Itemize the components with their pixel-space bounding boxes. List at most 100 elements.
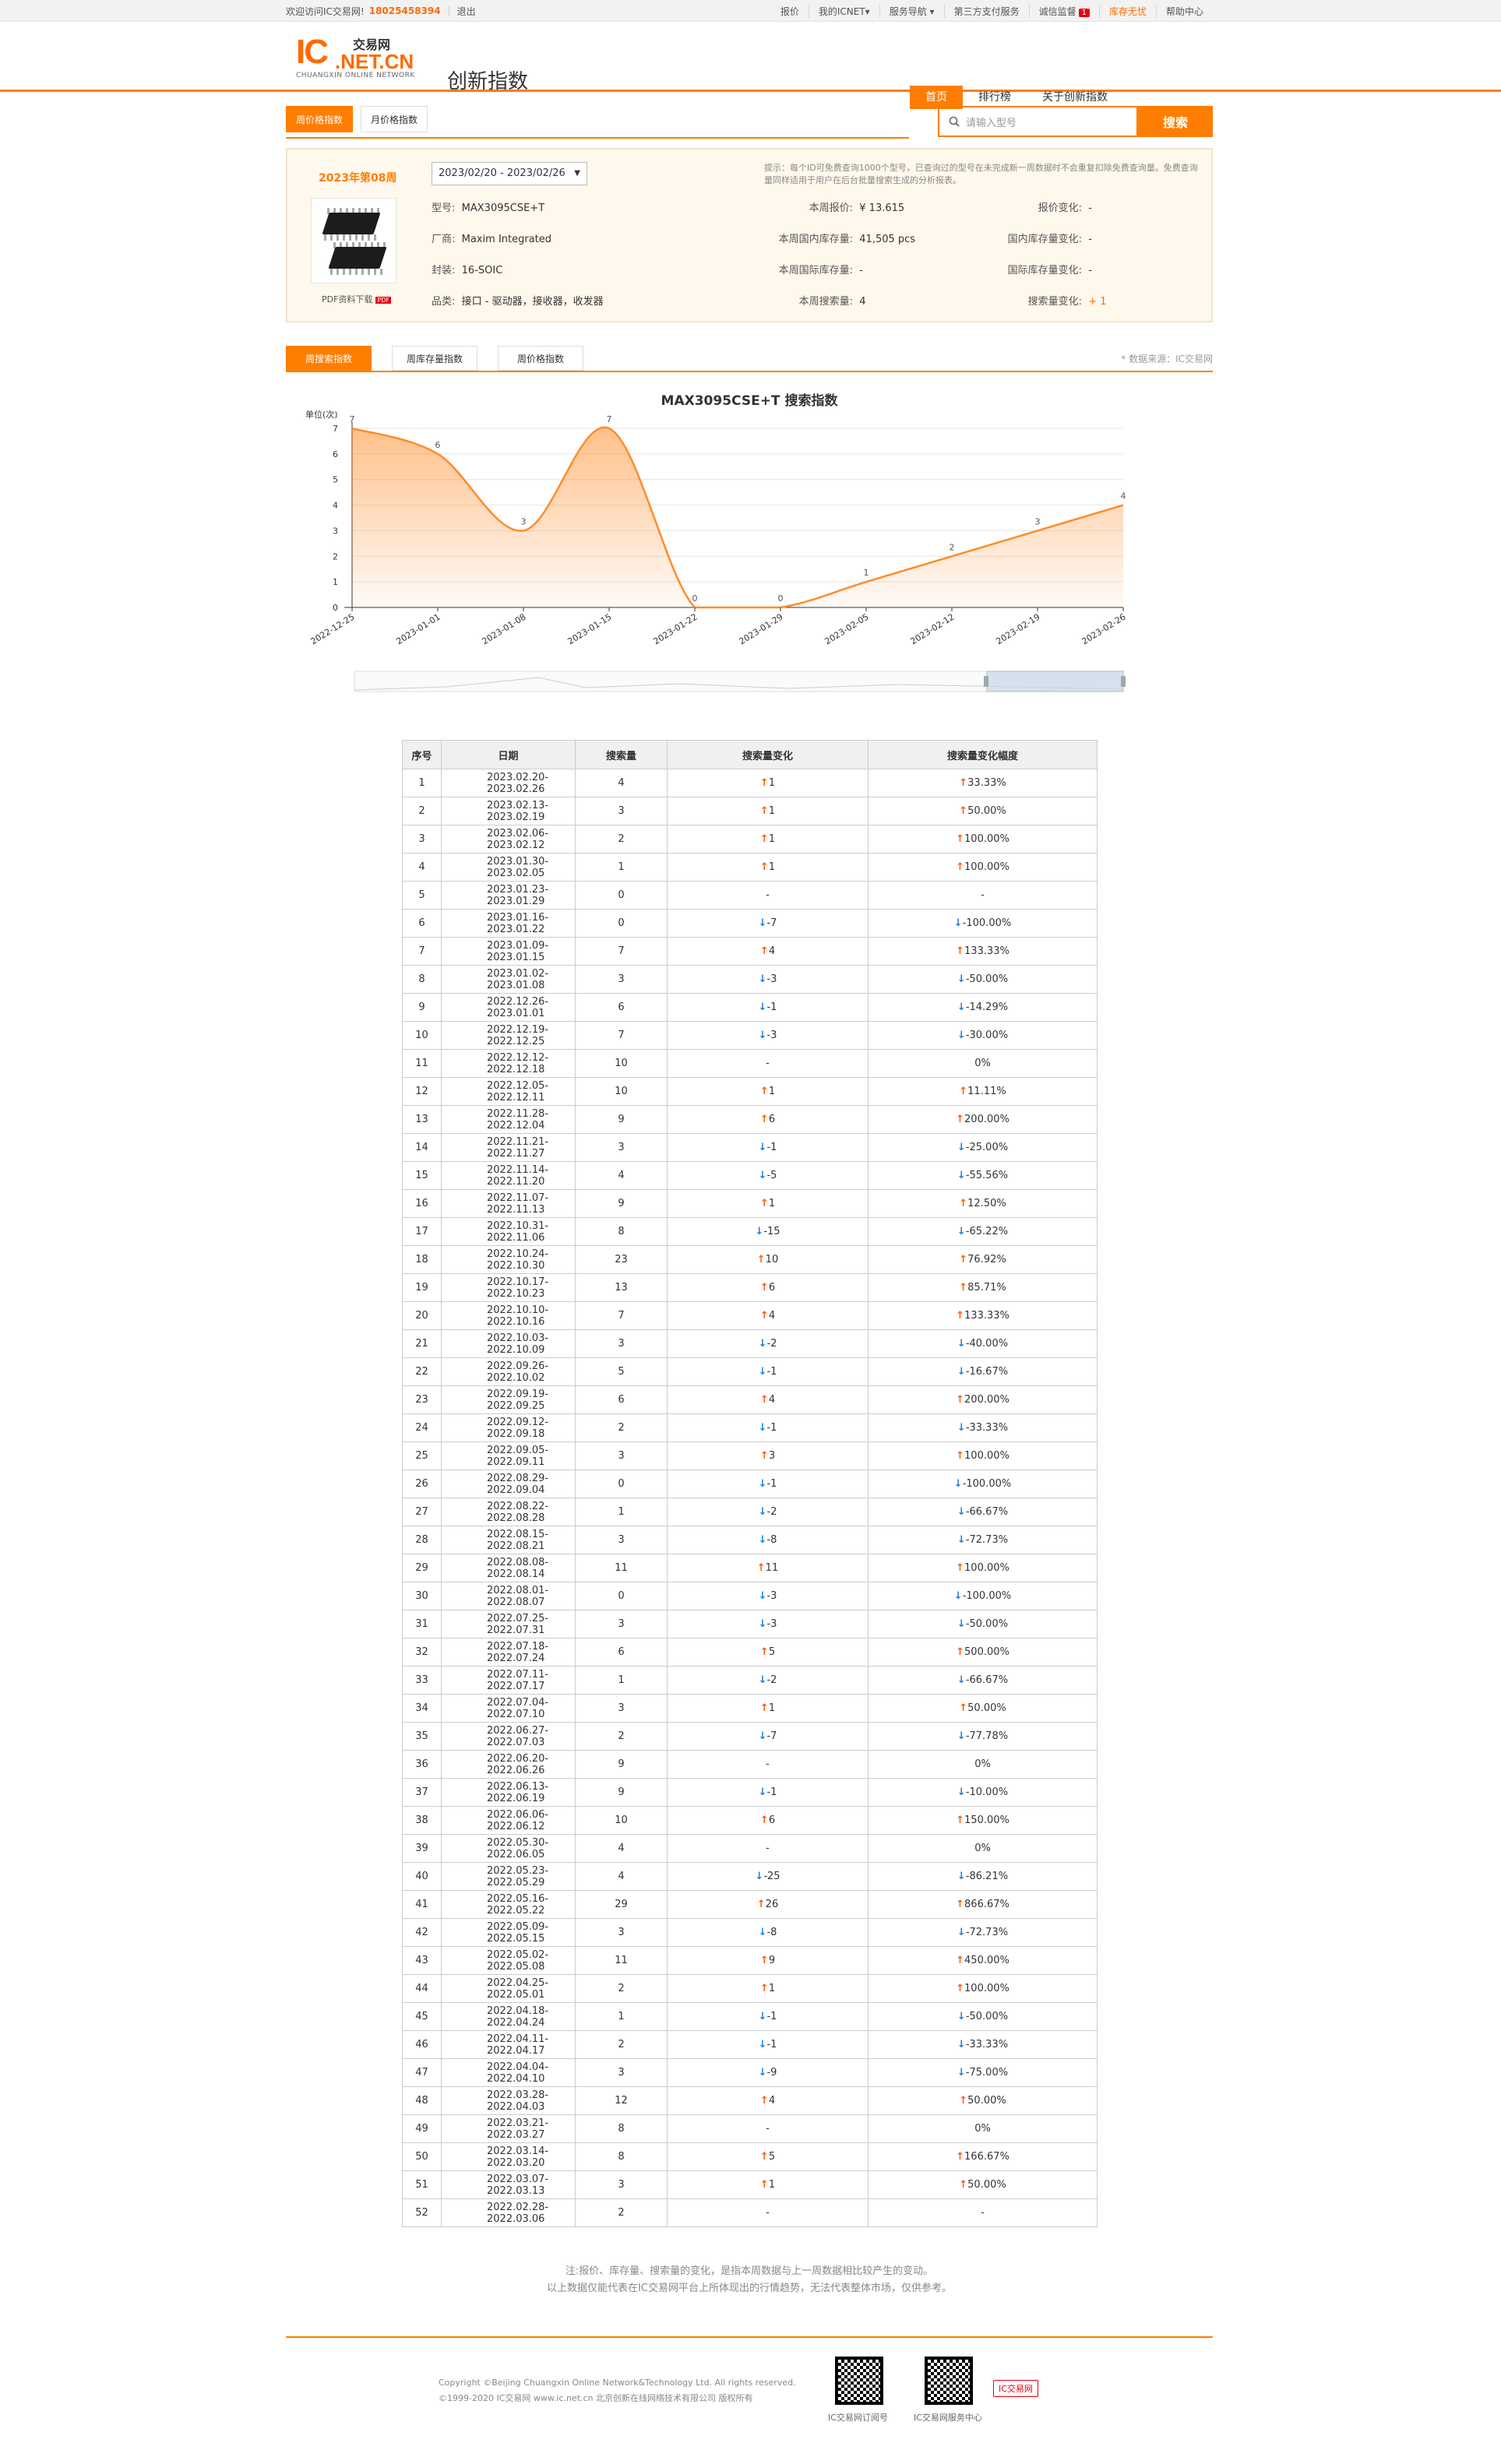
change-value: 1 <box>768 777 776 789</box>
cell-change-rate: ↑450.00% <box>868 1946 1098 1975</box>
cell-index: 14 <box>402 1133 442 1162</box>
arrow-up-icon: ↑ <box>956 1899 965 1910</box>
table-row: 51 2022.03.07-2022.03.13 3 ↑1 ↑50.00% <box>402 2170 1098 2199</box>
arrow-up-icon: ↑ <box>759 1450 769 1462</box>
intl-stock-label: 本周国际库存量: <box>778 265 853 276</box>
cell-index: 15 <box>402 1161 442 1190</box>
table-row: 14 2022.11.21-2022.11.27 3 ↓-1 ↓-25.00% <box>402 1133 1098 1162</box>
domestic-change-label: 国内库存量变化: <box>1007 234 1082 245</box>
nav-home[interactable]: 首页 <box>910 86 963 109</box>
change-value: 1 <box>768 1702 776 1714</box>
cell-index: 33 <box>402 1666 442 1695</box>
cell-change-rate: ↑50.00% <box>868 2086 1098 2115</box>
site-logo[interactable]: IC 交易网 .NET.CN CHUANGXIN ONLINE NETWORK <box>296 33 436 81</box>
arrow-down-icon: ↓ <box>957 1730 966 1742</box>
cell-date: 2022.09.26-2022.10.02 <box>441 1357 576 1386</box>
tab-weekly-price[interactable]: 周价格指数 <box>286 106 354 132</box>
cell-change: ↓-1 <box>667 1778 869 1807</box>
my-icnet-menu[interactable]: 我的ICNET▾ <box>808 4 879 18</box>
category-value: 接口 - 驱动器，接收器，收发器 <box>461 296 604 308</box>
cell-change-rate: ↓-50.00% <box>868 2002 1098 2031</box>
cell-change: ↑1 <box>667 825 869 854</box>
search-change-value: + 1 <box>1088 296 1107 308</box>
maker-value: Maxim Integrated <box>461 234 552 245</box>
cell-index: 41 <box>402 1890 442 1919</box>
arrow-down-icon: ↓ <box>957 1366 966 1378</box>
cell-index: 3 <box>402 825 442 854</box>
search-button[interactable]: 搜索 <box>1138 106 1213 137</box>
cell-search: 8 <box>575 1217 668 1246</box>
change-value: -3 <box>766 1590 777 1602</box>
table-row: 27 2022.08.22-2022.08.28 1 ↓-2 ↓-66.67% <box>402 1498 1098 1526</box>
cell-date: 2022.12.05-2022.12.11 <box>441 1077 576 1106</box>
change-value: -10.00% <box>965 1786 1009 1798</box>
tab-weekly-price-index[interactable]: 周价格指数 <box>498 346 584 371</box>
cell-index: 26 <box>402 1470 442 1498</box>
search-input[interactable]: 请输入型号 <box>938 106 1138 137</box>
cell-index: 36 <box>402 1750 442 1779</box>
logout-link[interactable]: 退出 <box>456 5 476 17</box>
data-label: 3 <box>521 516 527 526</box>
cell-change-rate: ↑166.67% <box>868 2142 1098 2171</box>
integrity-link[interactable]: 诚信监督 1 <box>1028 4 1099 18</box>
cell-search: 3 <box>575 2170 668 2199</box>
cell-change-rate: - <box>868 881 1098 910</box>
pdf-download-link[interactable]: PDF资料下载 PDF <box>322 293 392 305</box>
tab-weekly-stock[interactable]: 周库存量指数 <box>392 346 478 371</box>
arrow-down-icon: ↓ <box>957 1674 966 1686</box>
y-tick-label: 4 <box>333 501 338 511</box>
stock-worry-free-link[interactable]: 库存无忧 <box>1098 4 1156 18</box>
cell-search: 6 <box>575 1638 668 1667</box>
cell-search: 12 <box>575 2086 668 2115</box>
quote-link[interactable]: 报价 <box>780 5 799 17</box>
cell-date: 2022.05.23-2022.05.29 <box>441 1862 576 1891</box>
table-row: 23 2022.09.19-2022.09.25 6 ↑4 ↑200.00% <box>402 1385 1098 1414</box>
cell-change: ↑26 <box>667 1890 869 1919</box>
nav-ranking[interactable]: 排行榜 <box>978 91 1011 104</box>
date-range-value: 2023/02/20 - 2023/02/26 <box>439 167 566 179</box>
cell-change-rate: - <box>868 2198 1098 2227</box>
top-bar: 欢迎访问IC交易网! 18025458394 退出 报价 我的ICNET▾ 服务… <box>0 0 1501 22</box>
cell-change: - <box>667 881 869 910</box>
domestic-stock-field: 本周国内库存量: 41,505 pcs <box>744 231 946 245</box>
copyright-line: ©1999-2020 IC交易网 www.ic.net.cn 北京创新在线网络技… <box>439 2393 753 2403</box>
service-nav-menu[interactable]: 服务导航 ▾ <box>879 4 944 18</box>
table-row: 38 2022.06.06-2022.06.12 10 ↑6 ↑150.00% <box>402 1806 1098 1835</box>
qr-label: IC交易网服务中心 <box>914 2413 982 2423</box>
chart-canvas: 0 1 2 3 4 5 6 7 单位(次) 7 2022-12-25 6 2023-01-01 3 2023… <box>305 409 1128 692</box>
change-value: 1 <box>768 861 776 873</box>
cell-search: 0 <box>575 881 668 910</box>
user-phone[interactable]: 18025458394 <box>368 5 441 16</box>
cell-search: 2 <box>575 1974 668 2003</box>
arrow-down-icon: ↓ <box>758 973 767 985</box>
third-party-pay-link[interactable]: 第三方支付服务 <box>943 4 1029 18</box>
tab-weekly-search[interactable]: 周搜索指数 <box>286 346 372 371</box>
cell-date: 2022.06.27-2022.07.03 <box>441 1722 576 1751</box>
cell-date: 2022.12.26-2023.01.01 <box>441 993 576 1022</box>
cell-search: 6 <box>575 993 668 1022</box>
arrow-up-icon: ↑ <box>756 1254 766 1265</box>
cell-index: 23 <box>402 1385 442 1414</box>
cell-index: 47 <box>402 2058 442 2087</box>
change-value: - <box>981 889 985 901</box>
change-value: 1 <box>768 833 776 845</box>
cell-date: 2022.05.16-2022.05.22 <box>441 1890 576 1919</box>
change-value: -1 <box>766 1478 777 1490</box>
arrow-up-icon: ↑ <box>959 1254 968 1265</box>
cell-index: 17 <box>402 1217 442 1246</box>
footnote-line: 注:报价、库存量、搜索量的变化，是指本周数据与上一周数据相比较产生的变动。 <box>565 2265 934 2277</box>
table-row: 33 2022.07.11-2022.07.17 1 ↓-2 ↓-66.67% <box>402 1666 1098 1695</box>
cell-search: 2 <box>575 825 668 854</box>
date-range-select[interactable]: 2023/02/20 - 2023/02/26 ▼ <box>432 162 587 185</box>
search-change-label: 搜索量变化: <box>1027 296 1082 308</box>
change-value: -1 <box>766 1786 777 1798</box>
cell-change: ↑4 <box>667 937 869 966</box>
cell-change-rate: ↓-75.00% <box>868 2058 1098 2087</box>
intl-stock-field: 本周国际库存量: - <box>744 262 931 276</box>
tab-monthly-price[interactable]: 月价格指数 <box>361 106 428 132</box>
table-row: 24 2022.09.12-2022.09.18 2 ↓-1 ↓-33.33% <box>402 1413 1098 1442</box>
help-center-link[interactable]: 帮助中心 <box>1155 4 1213 18</box>
weibo-link[interactable]: IC交易网 <box>993 2380 1038 2397</box>
nav-about[interactable]: 关于创新指数 <box>1042 91 1108 104</box>
cell-date: 2023.01.23-2023.01.29 <box>441 881 576 910</box>
